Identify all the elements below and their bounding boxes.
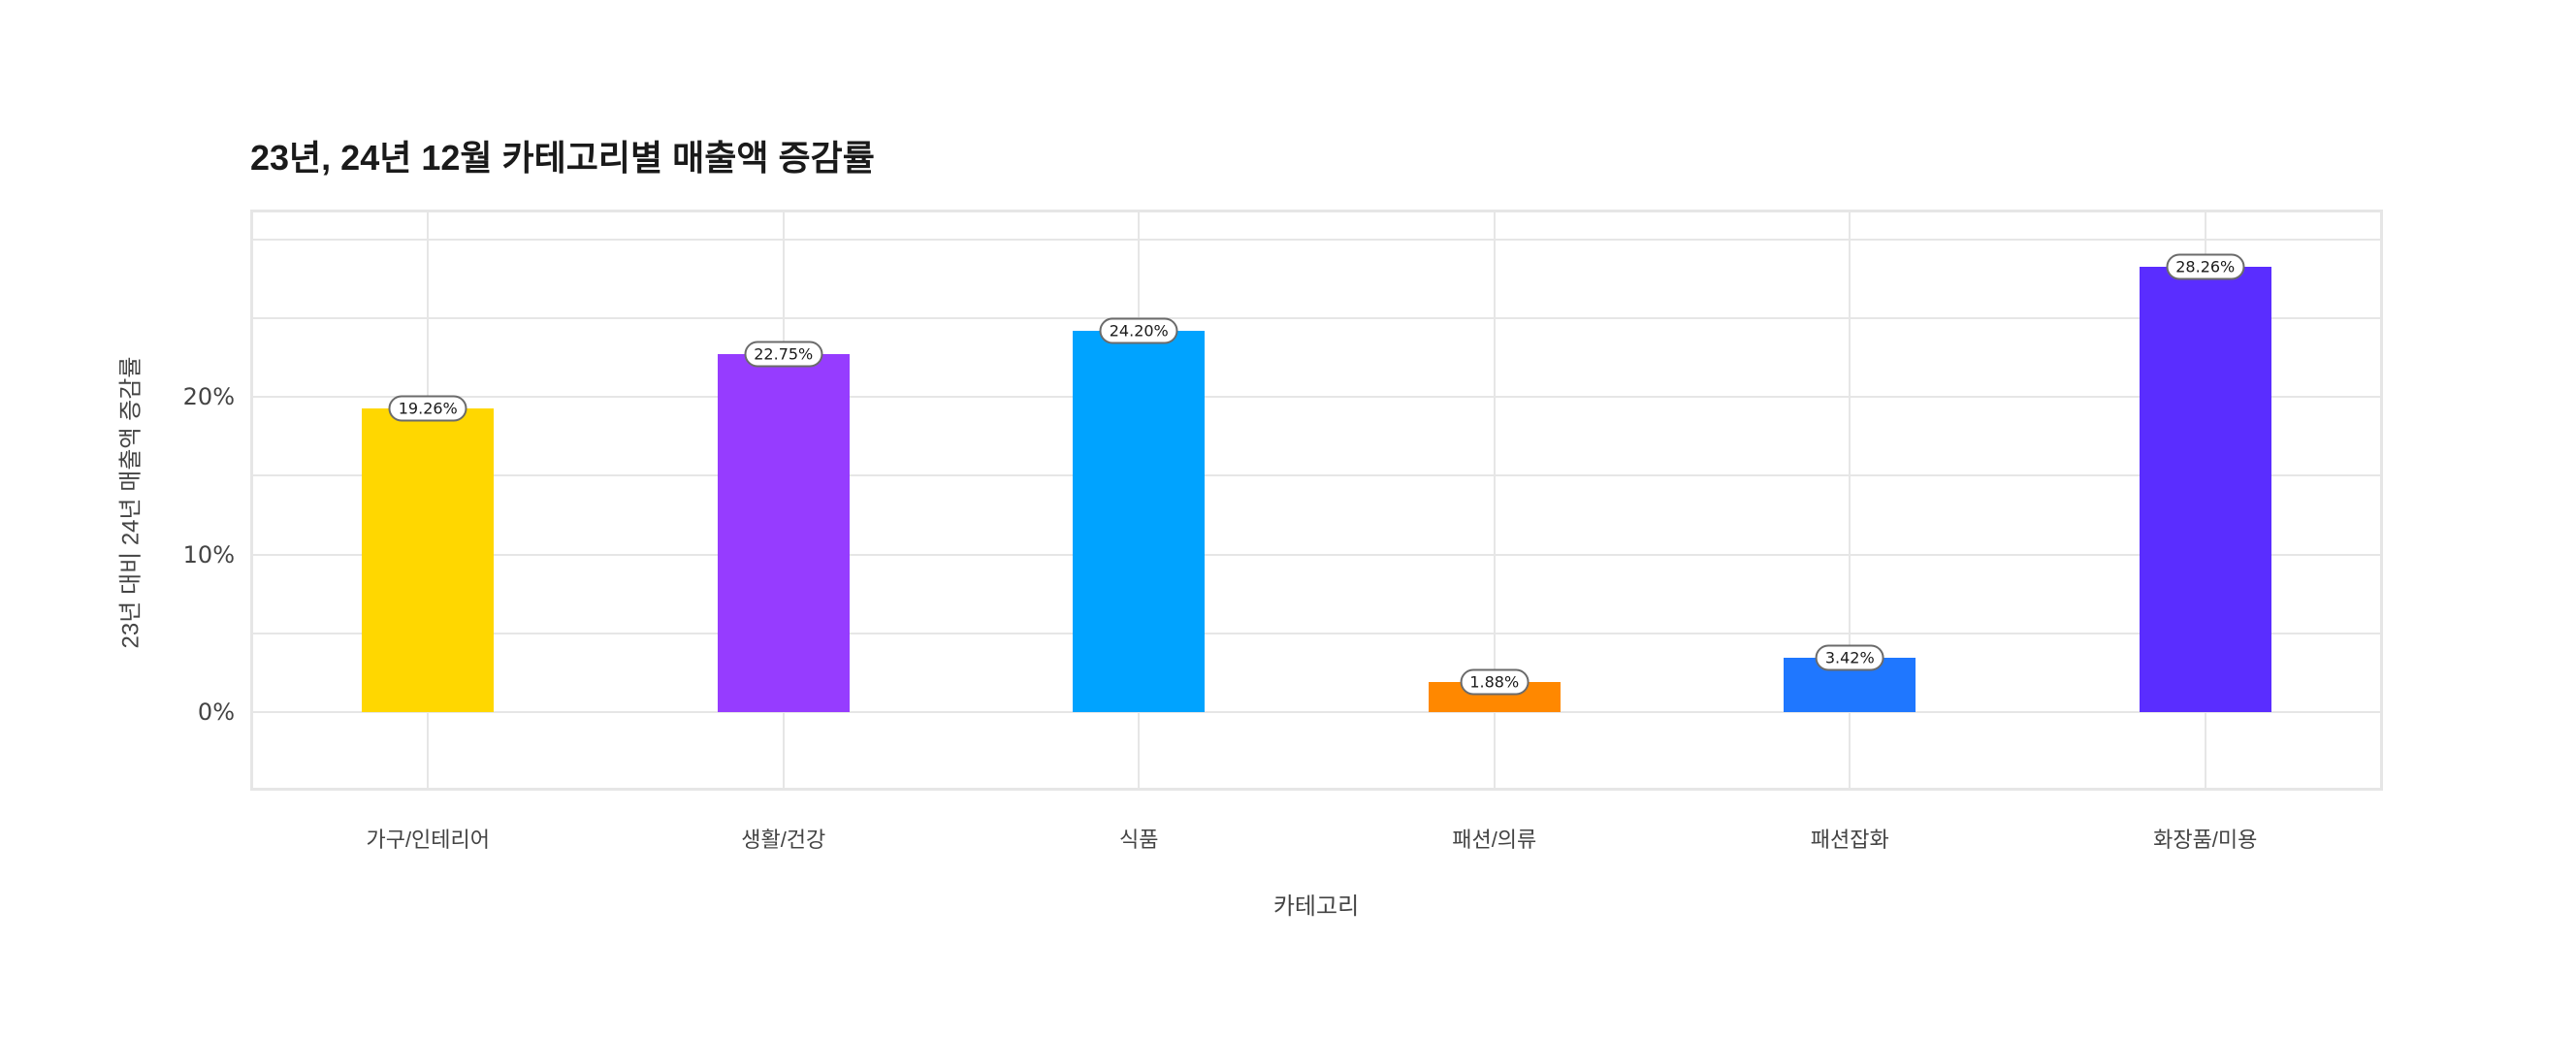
data-label: 1.88% (1460, 668, 1530, 696)
x-axis-label: 카테고리 (1272, 894, 1360, 920)
vertical-gridline (1493, 212, 1496, 788)
y-tick-label: 20% (182, 383, 235, 411)
horizontal-gridline (253, 474, 2380, 477)
x-tick-label: 화장품/미용 (2153, 828, 2258, 852)
plot-area: 19.26% 22.75% 24.20% 1.88% 3.42% 28.26% (250, 210, 2383, 791)
chart-title: 23년, 24년 12월 카테고리별 매출액 증감률 (250, 138, 875, 178)
x-tick-label: 패션/의류 (1452, 828, 1537, 852)
bar-2[interactable] (1073, 330, 1206, 712)
x-tick-label: 식품 (1119, 828, 1159, 852)
horizontal-gridline (253, 238, 2380, 241)
horizontal-gridline (253, 710, 2380, 713)
bar-5[interactable] (2139, 267, 2271, 712)
vertical-gridline (1849, 212, 1852, 788)
x-tick-label: 패션잡화 (1810, 828, 1889, 852)
data-label: 19.26% (388, 395, 467, 422)
horizontal-gridline (253, 632, 2380, 634)
y-axis-label: 23년 대비 24년 매출액 증감률 (117, 356, 145, 649)
y-tick-label: 10% (182, 540, 235, 569)
horizontal-gridline (253, 396, 2380, 399)
bar-1[interactable] (717, 353, 850, 712)
horizontal-gridline (253, 317, 2380, 319)
data-label: 3.42% (1815, 644, 1884, 671)
x-tick-label: 생활/건강 (741, 828, 826, 852)
horizontal-gridline (253, 553, 2380, 556)
data-label: 22.75% (744, 341, 823, 368)
bar-0[interactable] (362, 408, 495, 712)
data-label: 28.26% (2166, 253, 2245, 280)
x-tick-label: 가구/인테리어 (366, 828, 491, 852)
y-tick-label: 0% (197, 698, 235, 726)
data-label: 24.20% (1099, 317, 1178, 344)
